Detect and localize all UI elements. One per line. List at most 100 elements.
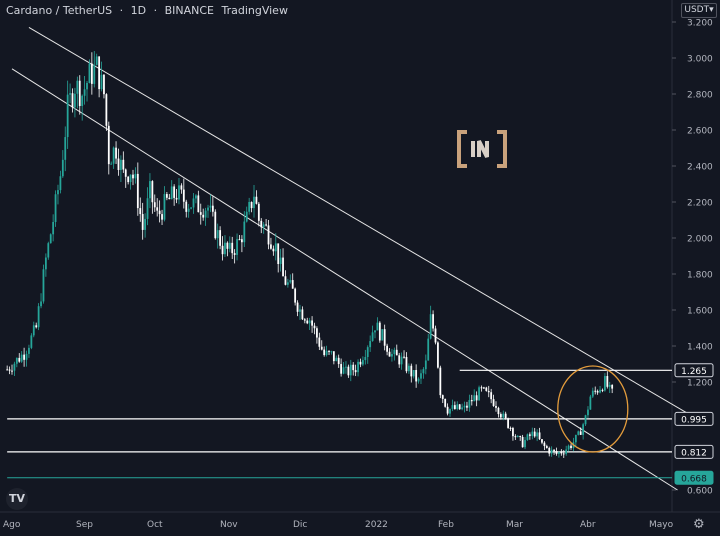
currency-selector[interactable]: USDT▾ [681,3,717,18]
candle-body [328,350,330,352]
candle-body [369,341,372,348]
candle-body [579,431,582,435]
candle-body [611,384,614,389]
candle-body [233,253,236,255]
source-label: TradingView [221,4,288,17]
candle-body [44,257,47,270]
beincrypto-logo-icon [457,130,507,168]
candle-body [362,360,364,365]
candle-body [103,74,105,95]
candle-body [224,242,226,255]
candle-body [76,80,79,94]
candle-body [466,405,468,408]
candle-body [313,325,316,329]
price-level-box [674,444,714,459]
x-tick-label: Abr [580,520,596,530]
candle-body [596,391,599,393]
x-tick-label: Nov [220,520,238,530]
y-tick-label: 1.200 [687,379,713,389]
candle-body [197,195,200,213]
candle-body [441,395,444,399]
candle-body [560,452,563,454]
candle-body [550,449,553,454]
candle-body [57,190,59,195]
candle-body [88,63,91,83]
separator: · [153,4,158,17]
candle-body [204,210,207,218]
candle-body [209,205,212,208]
candle-body [78,80,81,106]
candle-body [543,442,546,447]
candle-body [420,373,422,379]
candle-body [311,320,313,326]
y-tick-label: 2.000 [687,235,713,245]
candle-body [156,207,159,211]
candle-body [30,335,33,348]
candle-body [134,173,137,179]
candle-body [451,405,454,409]
candle-body [216,230,219,239]
candle-body [541,439,543,443]
candle-body [71,93,74,108]
candle-body [219,230,222,246]
candle-body [146,198,149,219]
y-tick-label: 1.800 [687,271,713,281]
candle-body [110,163,113,165]
candle-body [185,201,188,212]
candle-body [519,436,522,438]
candle-body [105,94,108,126]
candle-body [412,370,415,377]
candle-body [42,269,45,302]
candle-body [139,208,142,215]
candle-body [207,207,209,211]
candle-body [129,174,132,183]
candle-body [446,406,449,414]
chart-header: Cardano / TetherUS · 1D · BINANCE Tradin… [6,4,292,17]
candle-body [345,366,347,368]
interval-label[interactable]: 1D [130,4,147,17]
candle-body [243,221,246,243]
candle-body [434,328,437,343]
candle-body [195,195,197,199]
candle-body [141,214,144,230]
gear-icon[interactable]: ⚙ [693,517,705,532]
highlight-circle [557,365,629,453]
candle-body [199,212,202,215]
candle-body [490,392,493,400]
candle-body [487,390,490,393]
candle-body [318,337,321,347]
candle-body [407,365,410,372]
candle-body [340,364,343,374]
candle-body [349,364,352,376]
candle-body [112,147,115,164]
candle-body [589,396,592,410]
candle-body [32,325,35,336]
candle-body [28,347,30,354]
candle-body [524,440,526,448]
candle-body [257,203,260,221]
price-level-label: 0.995 [681,415,707,425]
candle-body [93,64,96,84]
candle-body [117,158,120,171]
candle-body [558,452,560,454]
separator: · [119,4,124,17]
candle-body [260,220,263,228]
trendline [28,26,702,423]
candle-body [371,332,374,342]
candle-body [606,376,609,387]
candle-body [25,353,28,360]
candle-body [120,159,122,171]
candle-body [473,395,476,402]
symbol-name[interactable]: Cardano / TetherUS [6,4,113,17]
candle-body [13,363,16,371]
price-level-box [674,363,714,378]
currency-label: USDT [684,5,710,15]
candle-body [432,314,434,329]
candle-body [337,357,340,365]
candle-body [599,389,601,393]
candle-body [548,447,551,454]
candle-body [214,211,217,239]
tradingview-logo-icon[interactable]: TV [6,488,28,510]
candle-body [248,201,251,212]
